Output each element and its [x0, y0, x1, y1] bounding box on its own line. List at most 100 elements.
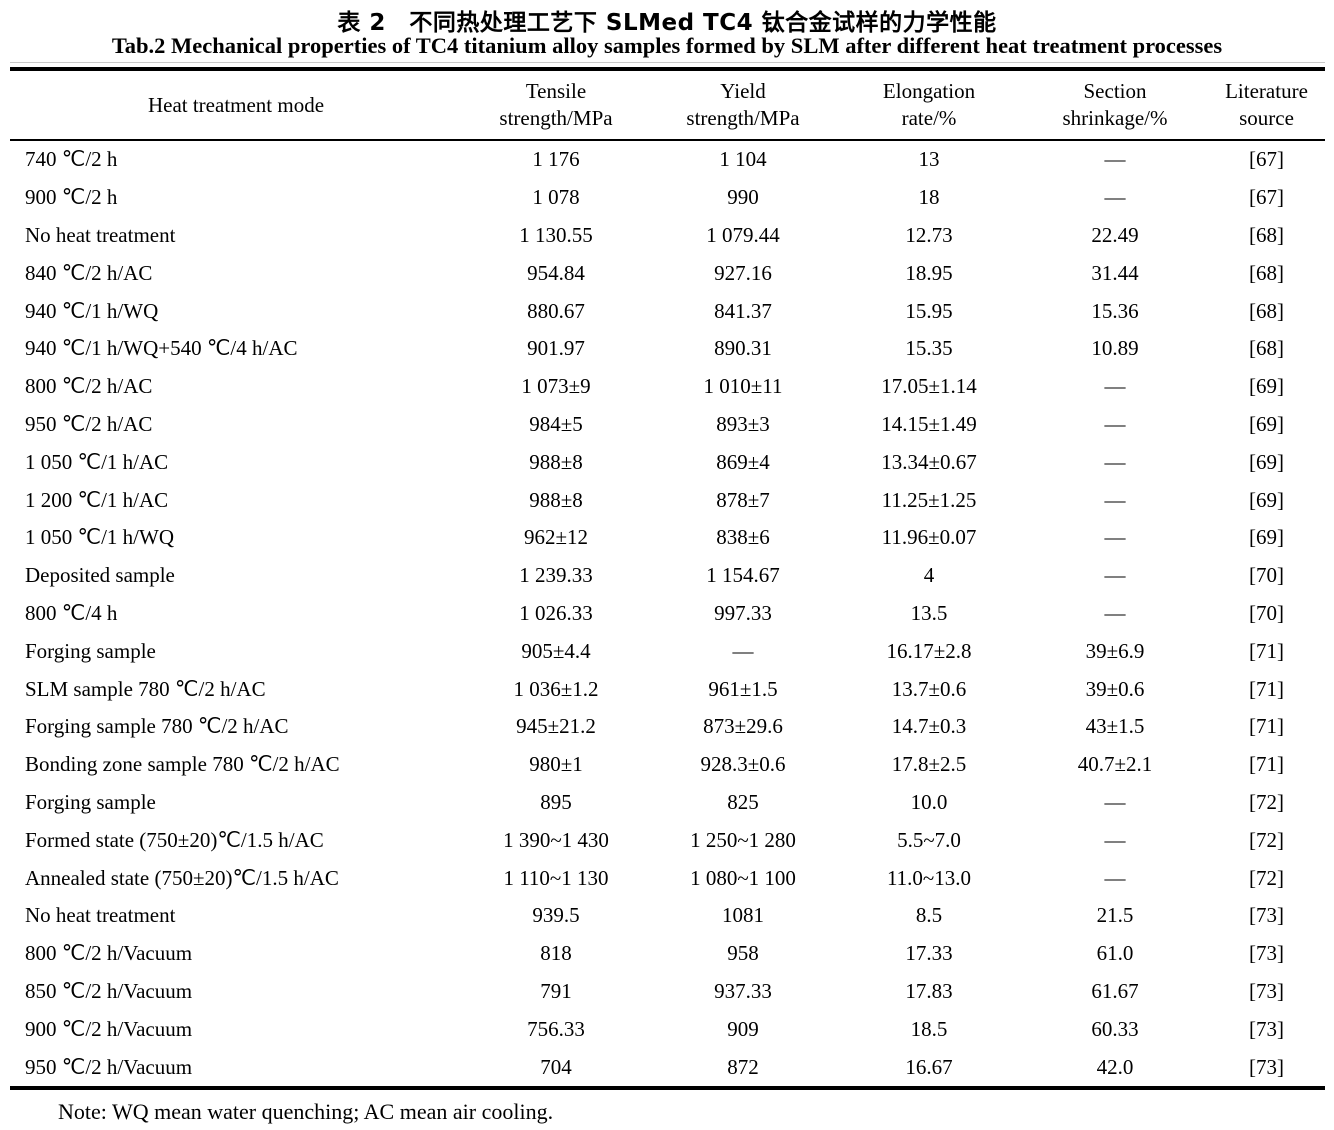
table-cell: 905±4.4 [521, 638, 591, 663]
table-row: Forging sample 895 825 10.0 — [72] [10, 784, 1325, 822]
table-cell: 5.5~7.0 [897, 827, 961, 852]
table-cell: 800 ℃/2 h/Vacuum [25, 941, 193, 966]
table-cell: 4 [923, 563, 935, 588]
table-cell: 1 080~1 100 [690, 865, 796, 890]
table-cell: 1 154.67 [706, 563, 780, 588]
table-cell: 11.25±1.25 [881, 487, 977, 512]
table-cell: Deposited sample [25, 563, 175, 588]
table-cell: [72] [1249, 827, 1284, 852]
table-row: 850 ℃/2 h/Vacuum 791 937.33 17.83 61.67 [73] [10, 973, 1325, 1011]
table-cell: 11.96±0.07 [881, 525, 977, 550]
table-cell: — [732, 638, 754, 663]
table-cell: [73] [1249, 978, 1284, 1003]
table-cell: 704 [540, 1054, 572, 1079]
column-header-tensile-strength: Tensile strength/MPa [462, 69, 650, 141]
table-cell: — [1104, 600, 1126, 625]
table-row: No heat treatment 939.5 1081 8.5 21.5 [73] [10, 897, 1325, 935]
table-cell: 14.7±0.3 [891, 714, 967, 739]
table-cell: 1 050 ℃/1 h/AC [25, 449, 169, 474]
table-cell: 17.33 [905, 941, 953, 966]
table-cell: — [1104, 487, 1126, 512]
table-row: 800 ℃/2 h/AC 1 073±9 1 010±11 17.05±1.14 — [6… [10, 368, 1325, 406]
table-cell: 1 050 ℃/1 h/WQ [25, 525, 174, 550]
table-cell: 940 ℃/1 h/WQ+540 ℃/4 h/AC [25, 336, 298, 361]
table-cell: 13.7±0.6 [891, 676, 967, 701]
table-cell: 895 [540, 789, 572, 814]
table-cell: [70] [1249, 600, 1284, 625]
table-cell: 60.33 [1091, 1016, 1139, 1041]
table-cell: — [1104, 449, 1126, 474]
table-cell: 18.5 [910, 1016, 948, 1041]
table-cell: [72] [1249, 865, 1284, 890]
table-cell: 980±1 [529, 752, 583, 777]
column-header-line: source [1239, 106, 1294, 130]
table-cell: 961±1.5 [708, 676, 778, 701]
table-row: 800 ℃/4 h 1 026.33 997.33 13.5 — [70] [10, 595, 1325, 633]
table-cell: [71] [1249, 676, 1284, 701]
table-cell: 740 ℃/2 h [25, 147, 118, 172]
table-cell: — [1104, 525, 1126, 550]
column-header-line: Heat treatment mode [147, 92, 325, 117]
table-row: 1 050 ℃/1 h/AC 988±8 869±4 13.34±0.67 — [69] [10, 443, 1325, 481]
table-cell: 16.17±2.8 [886, 638, 972, 663]
table-cell: 800 ℃/2 h/AC [25, 374, 153, 399]
table-cell: 872 [727, 1054, 759, 1079]
table-cell: 791 [540, 978, 572, 1003]
table-cell: 988±8 [529, 487, 583, 512]
table-cell: 984±5 [529, 411, 583, 436]
table-cell: Bonding zone sample 780 ℃/2 h/AC [25, 752, 340, 777]
table-cell: 945±21.2 [516, 714, 596, 739]
table-cell: 42.0 [1096, 1054, 1134, 1079]
column-header-literature-source: Literature source [1208, 69, 1325, 141]
table-cell: 939.5 [532, 903, 580, 928]
table-cell: 39±0.6 [1085, 676, 1145, 701]
table-cell: 17.05±1.14 [881, 374, 977, 399]
table-title-english: Tab.2 Mechanical properties of TC4 titan… [111, 33, 1223, 58]
table-row: SLM sample 780 ℃/2 h/AC 1 036±1.2 961±1.5 1… [10, 670, 1325, 708]
table-cell: — [1104, 185, 1126, 210]
table-cell: Annealed state (750±20)℃/1.5 h/AC [25, 865, 339, 890]
table-cell: 61.0 [1096, 941, 1134, 966]
table-cell: 15.36 [1091, 298, 1139, 323]
table-cell: 878±7 [716, 487, 770, 512]
table-cell: [69] [1249, 374, 1284, 399]
table-cell: Forging sample [25, 638, 156, 663]
table-cell: 10.89 [1091, 336, 1139, 361]
column-header-line: Section [1083, 79, 1147, 103]
table-cell: 10.0 [910, 789, 948, 814]
table-cell: 1 250~1 280 [690, 827, 796, 852]
table-cell: 12.73 [905, 222, 953, 247]
table-top-thin-rule [10, 62, 1325, 63]
table-cell: 1 079.44 [706, 222, 780, 247]
table-cell: 15.95 [905, 298, 953, 323]
table-cell: 890.31 [714, 336, 772, 361]
table-cell: 1 390~1 430 [503, 827, 609, 852]
table-cell: 1 176 [532, 147, 580, 172]
table-row: 940 ℃/1 h/WQ 880.67 841.37 15.95 15.36 [68] [10, 292, 1325, 330]
table-cell: [68] [1249, 222, 1284, 247]
table-cell: 928.3±0.6 [700, 752, 786, 777]
column-header-line: Yield [720, 79, 766, 103]
table-cell: 61.67 [1091, 978, 1139, 1003]
table-cell: 15.35 [905, 336, 953, 361]
table-cell: 893±3 [716, 411, 770, 436]
table-cell: 880.67 [527, 298, 585, 323]
table-cell: Forging sample 780 ℃/2 h/AC [25, 714, 289, 739]
table-cell: 1 010±11 [703, 374, 783, 399]
table-cell: [73] [1249, 941, 1284, 966]
column-header-line: rate/% [901, 106, 957, 130]
column-header-line: strength/MPa [686, 106, 800, 130]
table-cell: [67] [1249, 185, 1284, 210]
table-row: No heat treatment 1 130.55 1 079.44 12.73 22… [10, 217, 1325, 255]
table-row: 950 ℃/2 h/Vacuum 704 872 16.67 42.0 [73] [10, 1048, 1325, 1088]
table-cell: 18.95 [905, 260, 953, 285]
column-header-heat-treatment-mode: Heat treatment mode [10, 69, 462, 141]
table-cell: — [1104, 827, 1126, 852]
table-cell: 954.84 [527, 260, 585, 285]
table-row: Forging sample 780 ℃/2 h/AC 945±21.2 873±2… [10, 708, 1325, 746]
table-cell: 18 [918, 185, 940, 210]
table-cell: [69] [1249, 525, 1284, 550]
table-cell: 1 073±9 [521, 374, 591, 399]
table-cell: 1 036±1.2 [513, 676, 599, 701]
column-header-line: Elongation [882, 79, 976, 103]
